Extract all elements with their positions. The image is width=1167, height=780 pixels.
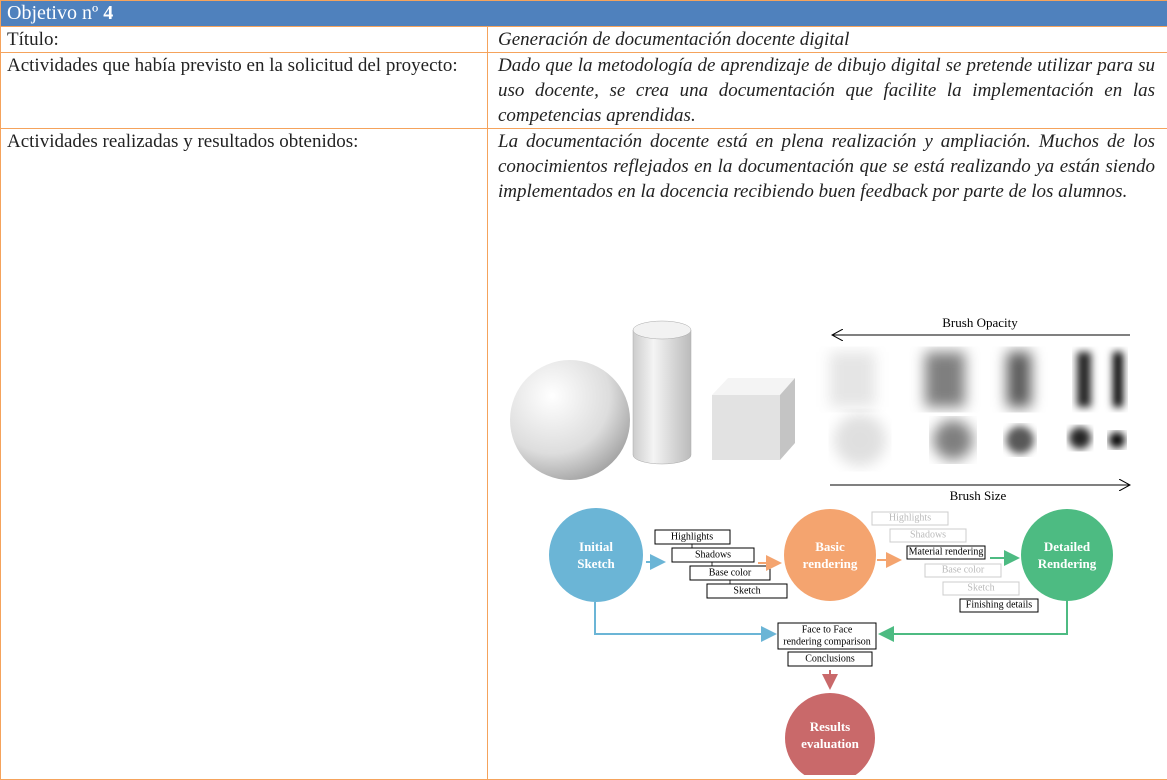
sphere (510, 360, 630, 480)
opacity-sample (830, 352, 875, 407)
connector (595, 602, 775, 634)
cylinder-top (633, 321, 691, 339)
step-label: Highlights (671, 531, 713, 542)
node-label: evaluation (801, 736, 860, 751)
step-label: Shadows (910, 529, 946, 540)
group (834, 414, 1125, 466)
label: Brush Size (950, 488, 1007, 503)
workflow: Initial Sketch Basic rendering Detailed … (549, 508, 1113, 775)
step-label: Highlights (889, 512, 931, 523)
step-label: Base color (942, 564, 985, 575)
node-label: Detailed (1044, 539, 1091, 554)
node-label: Rendering (1038, 556, 1097, 571)
size-sample (834, 414, 886, 466)
size-sample (1069, 427, 1091, 449)
shapes (510, 321, 795, 480)
brush-samples: Brush Opacity Brush Size (825, 315, 1135, 503)
size-sample (1109, 432, 1125, 448)
label: Brush Opacity (942, 315, 1018, 330)
opacity-sample (925, 352, 965, 407)
opacity-sample (1113, 352, 1123, 407)
node-label: rendering (803, 556, 858, 571)
node-label: Sketch (577, 556, 615, 571)
opacity-sample (1077, 352, 1091, 407)
step-label: Base color (709, 567, 752, 578)
step-label: Face to Face (802, 624, 853, 635)
cylinder (633, 330, 691, 464)
node-label: Initial (579, 539, 613, 554)
step-label: Sketch (733, 585, 760, 596)
cube-front (712, 395, 780, 460)
size-sample (1006, 426, 1034, 454)
node-label: Results (810, 719, 850, 734)
opacity-sample (1007, 352, 1031, 407)
node-label: Basic (815, 539, 845, 554)
step-label: Sketch (967, 582, 994, 593)
step-label: rendering comparison (783, 636, 870, 647)
size-sample (933, 420, 973, 460)
node (785, 693, 875, 775)
step-label: Shadows (695, 549, 731, 560)
step-label: Finishing details (966, 599, 1033, 610)
step-label: Material rendering (909, 546, 984, 557)
step-label: Conclusions (805, 653, 855, 664)
